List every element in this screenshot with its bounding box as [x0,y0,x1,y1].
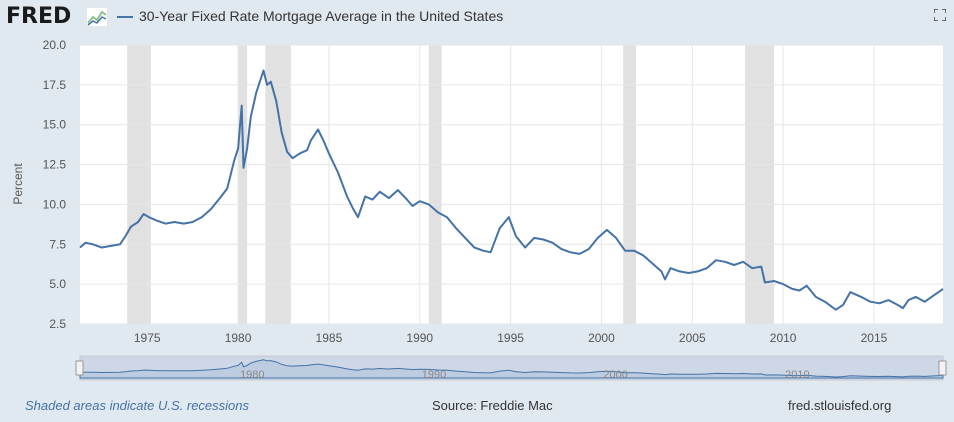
x-tick-label: 2000 [588,331,615,345]
line-chart: 2.55.07.510.012.515.017.520.0 1975 1980 19… [11,38,947,381]
navigator-tick-label: 2000 [603,369,627,381]
chart-footer: Shaded areas indicate U.S. recessions So… [0,395,954,417]
y-tick-label: 5.0 [49,277,66,291]
legend-series-label[interactable]: 30-Year Fixed Rate Mortgage Average in t… [139,8,504,24]
x-tick-label: 1975 [134,331,161,345]
x-tick-label: 1990 [406,331,433,345]
y-tick-label: 2.5 [49,317,66,331]
fred-chart-icon [86,7,108,27]
x-axis-ticks: 1975 1980 1985 1990 1995 2000 2005 2010 2015 [134,331,888,345]
navigator-tick-label: 1980 [240,369,264,381]
x-tick-label: 1995 [497,331,524,345]
recession-band-3 [428,45,442,324]
y-tick-label: 10.0 [43,197,67,211]
recession-band-5 [744,45,775,324]
recession-band-0 [127,45,151,324]
series-line-mortgage-rate [79,69,944,311]
navigator-handle-right[interactable] [938,360,947,376]
y-tick-label: 17.5 [43,78,67,92]
navigator-tick-label: 1990 [422,369,446,381]
recession-bands [127,45,775,324]
y-tick-label: 15.0 [43,118,67,132]
y-axis-ticks: 2.5 5.0 7.5 10.0 12.5 15.0 17.5 20.0 [43,38,67,331]
x-tick-label: 2015 [861,331,888,345]
navigator-ticks: 1980 1990 2000 2010 [240,369,810,381]
recession-note: Shaded areas indicate U.S. recessions [25,398,250,413]
y-tick-label: 7.5 [49,237,66,251]
y-axis-title: Percent [11,163,25,205]
x-tick-label: 1985 [316,331,343,345]
legend-series-swatch [117,16,133,18]
x-tick-label: 1980 [225,331,252,345]
fred-logo[interactable]: FRED [6,4,72,29]
plot-area [80,45,943,324]
recession-band-2 [265,45,291,324]
navigator[interactable]: 1980 1990 2000 2010 [75,355,947,381]
source-credit: Source: Freddie Mac [432,398,553,413]
y-tick-label: 20.0 [43,38,67,52]
x-tick-label: 2010 [770,331,797,345]
navigator-series [79,359,944,379]
navigator-tick-label: 2010 [785,369,809,381]
navigator-handle-left[interactable] [75,360,84,376]
chart-header: FRED 30-Year Fixed Rate Mortgage Average… [0,0,954,36]
recession-band-4 [623,45,636,324]
y-tick-label: 12.5 [43,158,67,172]
x-tick-label: 2005 [679,331,706,345]
site-link[interactable]: fred.stlouisfed.org [788,398,892,413]
recession-band-1 [238,45,248,324]
gridlines [80,44,943,325]
